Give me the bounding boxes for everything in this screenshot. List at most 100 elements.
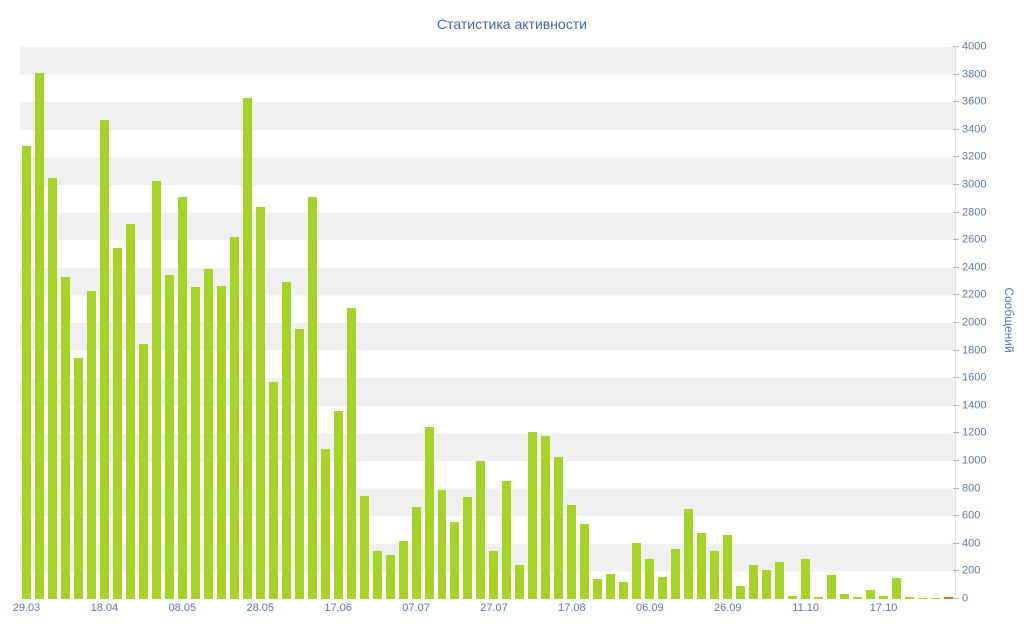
bar[interactable]	[645, 558, 655, 599]
bar[interactable]	[554, 456, 564, 599]
y-tick-label: 2600	[962, 233, 987, 246]
bar[interactable]	[242, 98, 252, 599]
bar[interactable]	[930, 597, 940, 599]
y-tick-label: 3000	[962, 178, 987, 191]
bar[interactable]	[658, 576, 668, 599]
bar[interactable]	[346, 307, 356, 599]
bar[interactable]	[268, 382, 278, 599]
bar[interactable]	[671, 549, 681, 599]
bar[interactable]	[203, 269, 213, 599]
bar[interactable]	[489, 550, 499, 599]
bar[interactable]	[736, 585, 746, 599]
y-tick-label: 3200	[962, 150, 987, 163]
bar[interactable]	[515, 565, 525, 599]
bar[interactable]	[904, 596, 914, 599]
bar[interactable]	[762, 570, 772, 599]
bar[interactable]	[619, 581, 629, 599]
y-axis-line	[955, 47, 956, 599]
bars	[20, 47, 955, 599]
bar[interactable]	[502, 481, 512, 599]
bar[interactable]	[749, 565, 759, 599]
bar[interactable]	[450, 521, 460, 599]
y-tick-label: 200	[962, 564, 981, 577]
bar[interactable]	[294, 328, 304, 599]
plot-area	[20, 47, 955, 599]
bar[interactable]	[878, 596, 888, 599]
bar[interactable]	[853, 596, 862, 599]
bar[interactable]	[138, 343, 148, 599]
bar[interactable]	[216, 285, 226, 599]
bar[interactable]	[697, 532, 707, 599]
x-tick-label: 07.07	[402, 602, 430, 614]
bar[interactable]	[567, 505, 577, 599]
y-tick-label: 400	[962, 537, 981, 550]
bar[interactable]	[307, 197, 317, 599]
y-tick-mark	[953, 404, 959, 406]
bar[interactable]	[99, 120, 109, 599]
x-tick-label: 29.03	[12, 602, 41, 614]
bar[interactable]	[385, 554, 395, 599]
bar[interactable]	[632, 543, 642, 599]
bar[interactable]	[190, 287, 200, 599]
bar[interactable]	[684, 509, 694, 599]
x-tick-label: 27.07	[480, 602, 508, 614]
bar[interactable]	[580, 523, 590, 599]
bar[interactable]	[424, 426, 434, 599]
y-tick-label: 2200	[962, 288, 987, 301]
bar[interactable]	[541, 436, 551, 599]
bar[interactable]	[333, 411, 343, 599]
bar[interactable]	[229, 237, 239, 599]
bar[interactable]	[840, 594, 849, 599]
bar[interactable]	[372, 550, 382, 599]
y-tick-label: 4000	[962, 40, 987, 53]
bar[interactable]	[359, 495, 369, 599]
bar[interactable]	[86, 291, 96, 599]
bar[interactable]	[112, 248, 122, 599]
bar[interactable]	[411, 506, 421, 599]
y-tick-mark	[953, 377, 959, 379]
bar[interactable]	[710, 550, 720, 599]
bar[interactable]	[320, 448, 330, 599]
bar[interactable]	[463, 496, 473, 599]
bar[interactable]	[255, 207, 265, 599]
y-tick-mark	[953, 101, 959, 103]
y-tick-mark	[953, 46, 959, 47]
x-tick-label: 26.09	[713, 602, 742, 614]
bar[interactable]	[34, 73, 44, 599]
bar[interactable]	[788, 596, 798, 599]
bar[interactable]	[891, 578, 901, 599]
bar[interactable]	[801, 558, 811, 599]
bar[interactable]	[177, 197, 187, 599]
bar[interactable]	[47, 178, 57, 599]
bar[interactable]	[73, 357, 83, 599]
y-tick-label: 3600	[962, 95, 987, 108]
y-tick-mark	[953, 294, 959, 296]
y-tick-label: 2400	[962, 261, 987, 274]
bar[interactable]	[125, 223, 135, 599]
bar[interactable]	[151, 180, 161, 599]
bar[interactable]	[865, 590, 875, 599]
bar[interactable]	[398, 541, 408, 599]
bar[interactable]	[22, 146, 31, 599]
bar[interactable]	[814, 596, 824, 599]
bar[interactable]	[528, 432, 538, 599]
y-tick-label: 800	[962, 482, 981, 495]
bar[interactable]	[723, 534, 733, 599]
y-axis-title: Сообщений	[1002, 287, 1016, 353]
bar[interactable]	[437, 489, 447, 599]
y-tick-mark	[953, 73, 959, 75]
bar[interactable]	[943, 596, 953, 599]
y-axis-tick-marks	[953, 46, 959, 599]
bar[interactable]	[827, 574, 837, 599]
y-tick-mark	[953, 266, 959, 268]
bar[interactable]	[164, 274, 174, 599]
bar[interactable]	[917, 597, 927, 599]
bar[interactable]	[476, 461, 486, 599]
bar[interactable]	[60, 277, 70, 599]
bar[interactable]	[281, 281, 291, 599]
bar[interactable]	[775, 561, 785, 599]
bar[interactable]	[593, 579, 603, 599]
x-axis-labels: 29.03 18.04 08.05 28.05 17.06 07.07 27.07 17.08…	[13, 602, 955, 618]
bar[interactable]	[606, 574, 616, 599]
y-tick-mark	[953, 515, 959, 517]
